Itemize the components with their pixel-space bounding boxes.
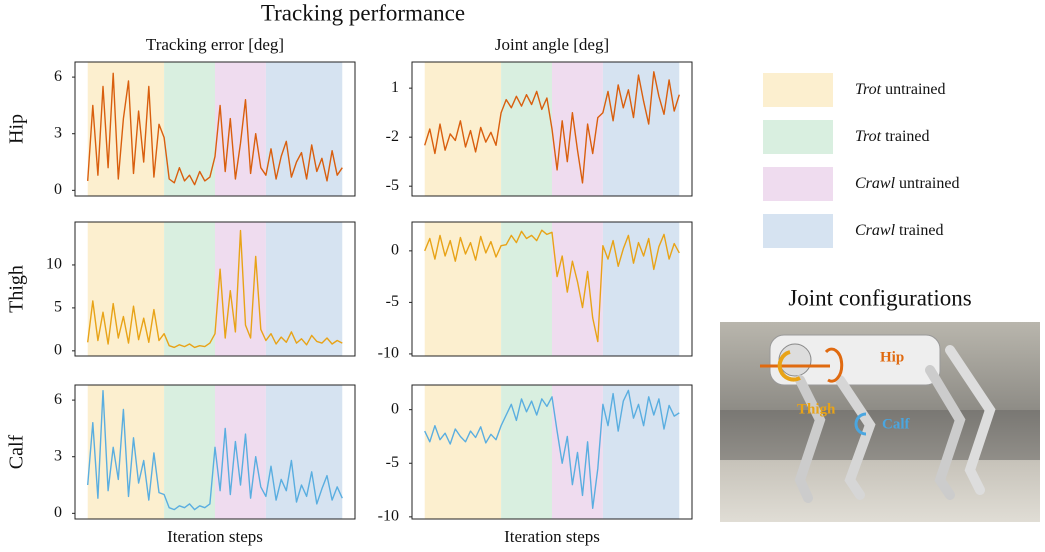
phase-region (602, 62, 680, 196)
phase-region (424, 222, 502, 356)
panel-title: Joint angle [deg] (495, 35, 609, 54)
y-tick-label: 1 (391, 79, 399, 96)
legend-label: Crawl trained (855, 222, 943, 239)
phase-region (552, 62, 603, 196)
panel: 0 5 10 Thigh (6, 221, 356, 359)
phase-region (602, 222, 680, 356)
panel: 0 -5 -10 Iteration steps (378, 384, 693, 546)
panel: 0 3 6 Tracking error [deg] Hip (6, 35, 356, 198)
panel-title: Tracking error [deg] (146, 35, 284, 54)
y-tick-label: -10 (378, 345, 399, 362)
joint-label: Thigh (797, 401, 836, 417)
y-tick-label: 5 (54, 299, 62, 316)
figure-title: Tracking performance (261, 0, 465, 25)
panel-frame (411, 221, 693, 357)
y-tick-label: 0 (54, 504, 62, 521)
y-tick-label: 3 (54, 124, 62, 141)
panel-frame (74, 221, 356, 357)
panel-frame (74, 384, 356, 520)
x-axis-label: Iteration steps (167, 527, 263, 546)
legend-label: Trot trained (855, 128, 930, 145)
phase-region (87, 222, 165, 356)
data-line (424, 71, 680, 184)
data-line (87, 72, 343, 186)
legend-label: Crawl untrained (855, 175, 959, 192)
panel: 0 -5 -10 (378, 221, 693, 362)
legend-swatch (763, 120, 833, 154)
phase-region (501, 222, 552, 356)
phase-region (501, 385, 552, 519)
photo-title: Joint configurations (788, 285, 971, 310)
panel-frame (411, 61, 693, 197)
y-axis-label: Hip (6, 114, 28, 144)
legend-label: Trot untrained (855, 81, 946, 98)
y-tick-label: 0 (54, 181, 62, 198)
y-tick-label: 6 (54, 68, 62, 85)
phase-region (164, 222, 215, 356)
phase-region (424, 62, 502, 196)
panel: 0 3 6 Iteration steps Calf (6, 384, 356, 546)
phase-region (552, 222, 603, 356)
legend-swatch (763, 214, 833, 248)
y-tick-label: -5 (386, 293, 399, 310)
phase-region (265, 222, 343, 356)
legend-swatch (763, 73, 833, 107)
y-tick-label: -5 (386, 454, 399, 471)
phase-region (87, 62, 165, 196)
phase-region (164, 62, 215, 196)
y-tick-label: -5 (386, 177, 399, 194)
y-axis-label: Calf (6, 434, 28, 469)
robot-photo (720, 322, 1040, 522)
y-tick-label: 0 (391, 242, 399, 259)
phase-region (265, 385, 343, 519)
y-tick-label: 10 (46, 256, 62, 273)
y-tick-label: -10 (378, 508, 399, 525)
data-line (424, 389, 680, 509)
y-tick-label: -2 (386, 128, 399, 145)
joint-label: Hip (880, 349, 904, 365)
data-line (424, 229, 680, 343)
x-axis-label: Iteration steps (504, 527, 600, 546)
y-tick-label: 3 (54, 447, 62, 464)
data-line (87, 390, 343, 511)
phase-region (164, 385, 215, 519)
panel-frame (74, 61, 356, 197)
y-tick-label: 0 (54, 342, 62, 359)
panel-frame (411, 384, 693, 520)
phase-region (501, 62, 552, 196)
legend-swatch (763, 167, 833, 201)
data-line (87, 229, 343, 349)
y-tick-label: 6 (54, 391, 62, 408)
phase-region (265, 62, 343, 196)
y-tick-label: 0 (391, 400, 399, 417)
phase-region (424, 385, 502, 519)
joint-label: Calf (882, 416, 911, 432)
phase-region (215, 62, 266, 196)
panel: 1 -2 -5 Joint angle [deg] (386, 35, 693, 197)
y-axis-label: Thigh (6, 265, 28, 313)
